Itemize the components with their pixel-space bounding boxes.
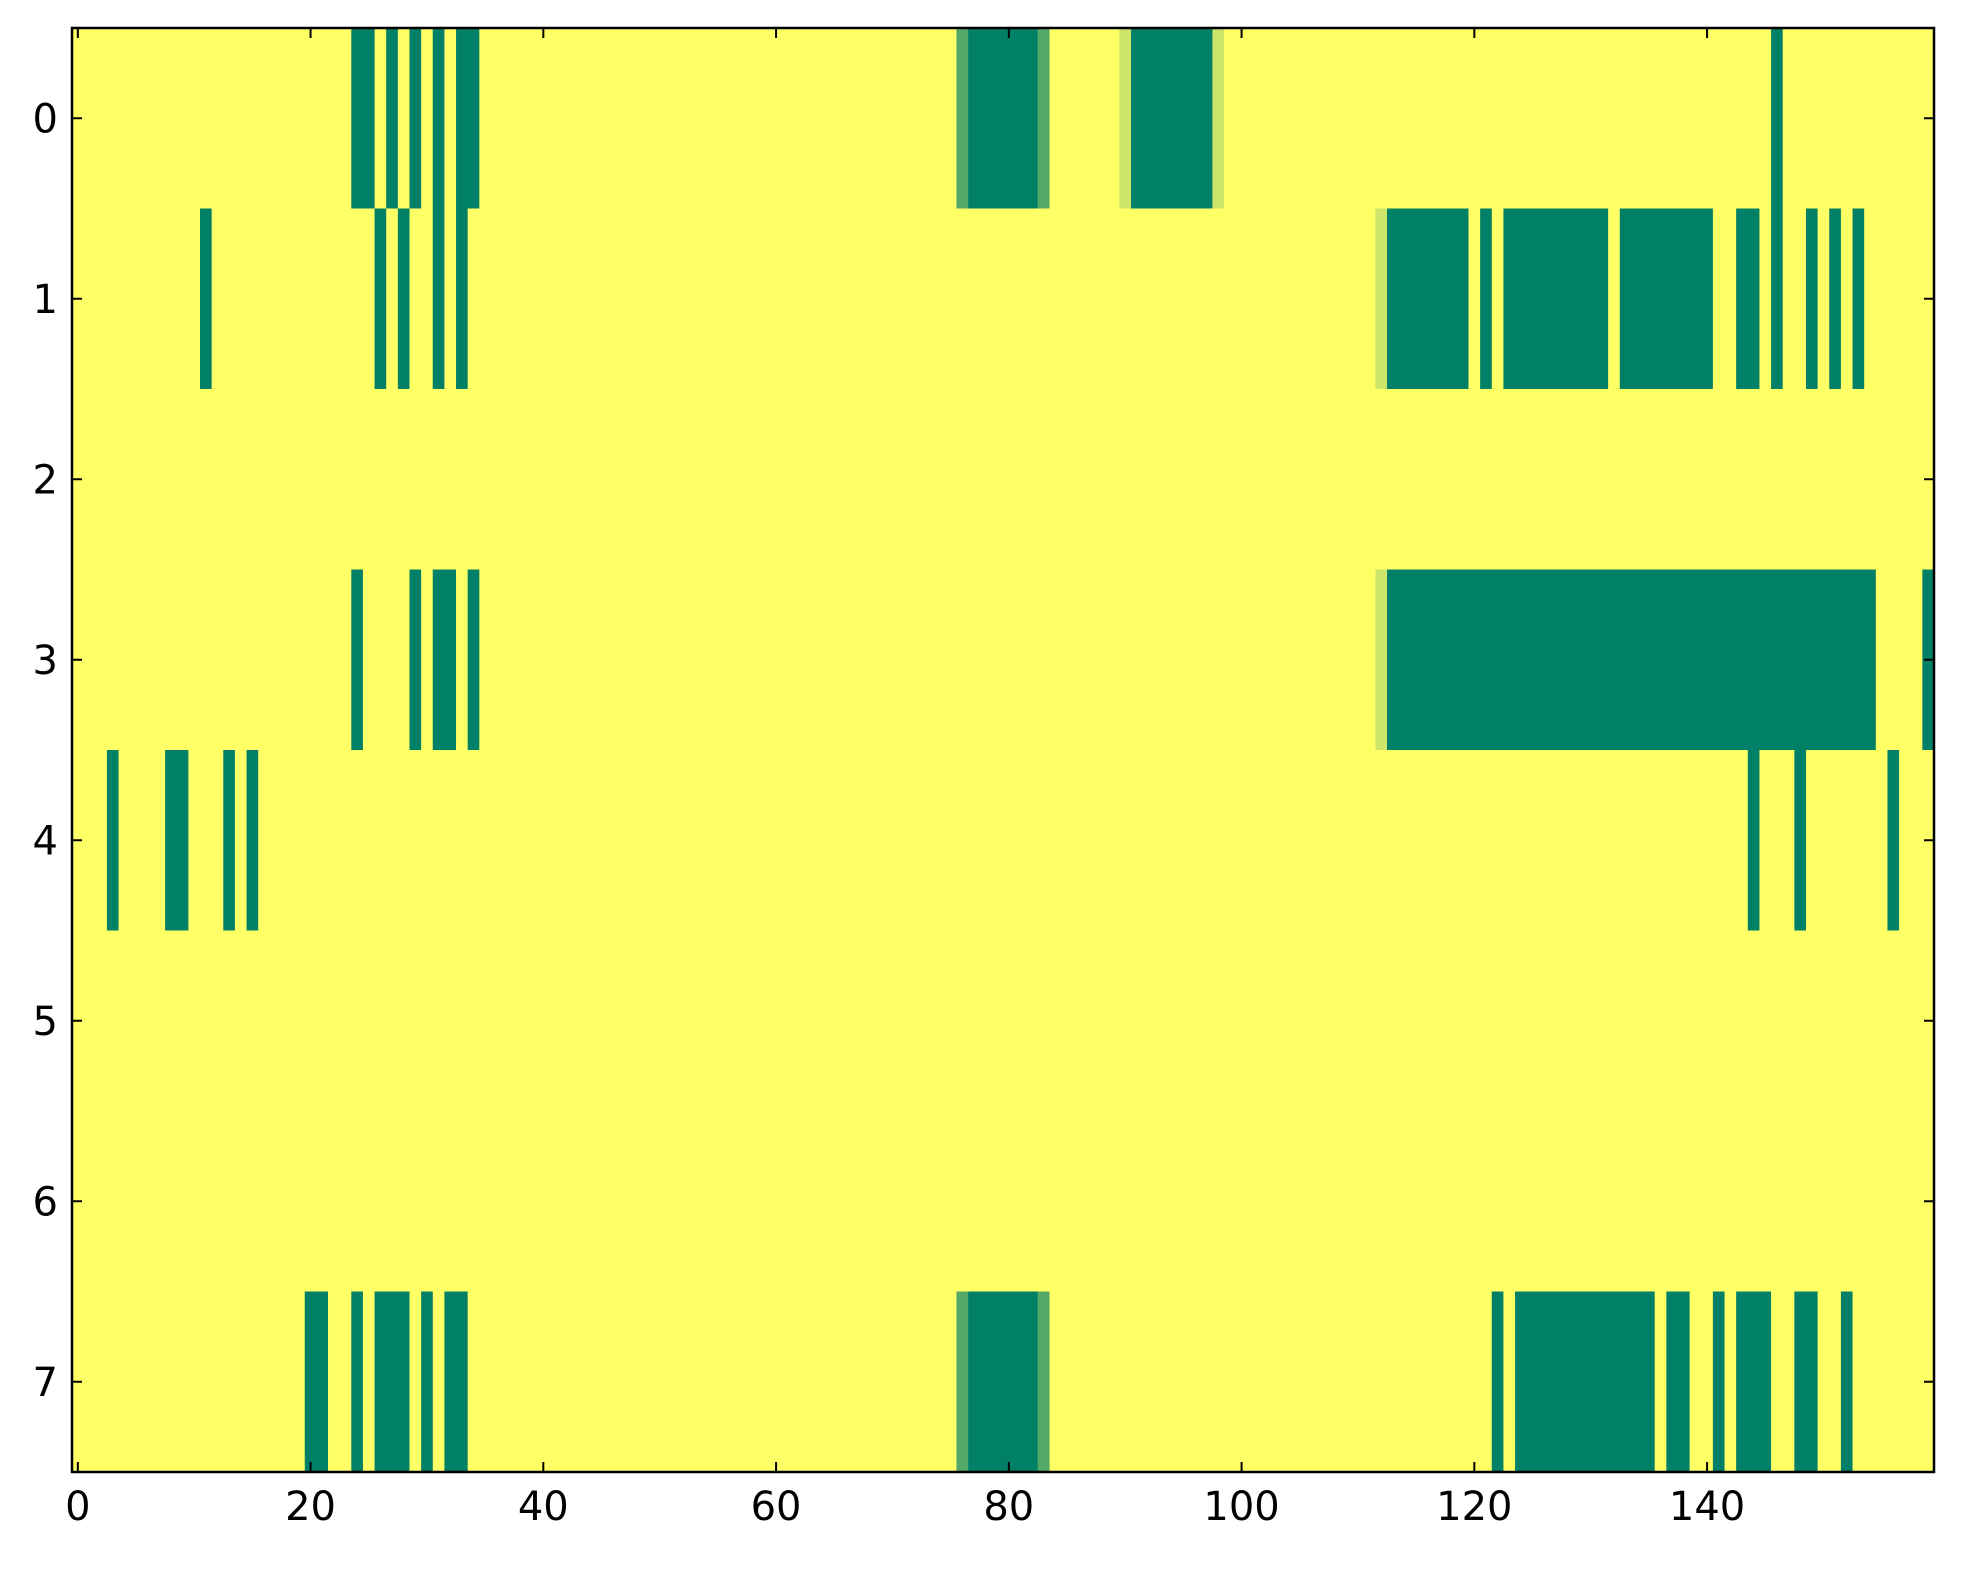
heatmap-cell-row0-77 [968, 28, 1038, 209]
heatmap-cell-row3-34 [467, 569, 480, 750]
heatmap-cell-row7-83 [1037, 1291, 1050, 1472]
heatmap-cell-row1-33 [456, 208, 468, 389]
y-tick-label: 4 [33, 818, 58, 864]
heatmap-cell-row1-11 [200, 208, 212, 389]
heatmap-cell-row1-31 [432, 208, 445, 389]
heatmap-cell-row0-27 [386, 28, 398, 209]
heatmap-cell-row0-76 [956, 28, 969, 209]
y-tick-label: 5 [33, 999, 58, 1045]
heatmap-cell-row4-148 [1794, 750, 1806, 931]
heatmap-cell-row7-152 [1840, 1291, 1853, 1472]
heatmap-cell-row7-30 [421, 1291, 433, 1472]
heatmap-cell-row0-98 [1212, 28, 1225, 209]
heatmap-cell-row1-113 [1387, 208, 1469, 389]
heatmap-cell-row1-143 [1736, 208, 1760, 389]
x-tick-label: 140 [1669, 1484, 1745, 1530]
x-tick-label: 80 [983, 1484, 1034, 1530]
x-tick-label: 40 [518, 1484, 569, 1530]
y-tick-label: 1 [33, 277, 58, 323]
heatmap-cell-row3-24 [351, 569, 363, 750]
heatmap-cell-row0-90 [1119, 28, 1132, 209]
y-tick-label: 3 [33, 638, 58, 684]
heatmap-cell-row7-24 [351, 1291, 363, 1472]
x-tick-label: 0 [65, 1484, 90, 1530]
heatmap-cell-row3-29 [409, 569, 422, 750]
heatmap-cell-row0-29 [409, 28, 422, 209]
heatmap-cell-row7-20 [304, 1291, 329, 1472]
x-tick-labels: 0 20 40 60 80 100 120 140 [65, 1484, 1745, 1530]
heatmap-cell-row3-113 [1387, 569, 1876, 750]
heatmap-cell-row1-146 [1771, 208, 1783, 389]
heatmap-cell-row0-146 [1771, 28, 1783, 209]
plot-frame [70, 26, 1936, 1474]
heatmap-cell-row1-149 [1805, 208, 1818, 389]
heatmap-cell-row0-33 [456, 28, 480, 209]
heatmap-cell-row1-28 [397, 208, 410, 389]
heatmap-cell-row0-31 [432, 28, 445, 209]
heatmap-cell-row4-15 [246, 750, 259, 931]
heatmap-cell-row7-32 [444, 1291, 468, 1472]
heatmap-cells [106, 28, 1934, 1472]
heatmap-cell-row3-112 [1375, 569, 1388, 750]
heatmap-cell-row7-137 [1666, 1291, 1690, 1472]
y-tick-label: 7 [33, 1360, 58, 1406]
y-tick-label: 0 [33, 96, 58, 142]
x-tick-label: 100 [1203, 1484, 1279, 1530]
heatmap-cell-row1-123 [1503, 208, 1609, 389]
heatmap-cell-row1-153 [1852, 208, 1865, 389]
x-tick-label: 60 [751, 1484, 802, 1530]
heatmap-cell-row0-24 [351, 28, 375, 209]
heatmap-cell-row4-144 [1747, 750, 1760, 931]
heatmap-cell-row7-143 [1736, 1291, 1772, 1472]
heatmap-cell-row7-124 [1515, 1291, 1655, 1472]
heatmap-cell-row1-121 [1480, 208, 1492, 389]
heatmap-cell-row7-26 [374, 1291, 410, 1472]
heatmap-cell-row1-133 [1619, 208, 1713, 389]
x-tick-label: 20 [285, 1484, 336, 1530]
heatmap-cell-row7-76 [956, 1291, 969, 1472]
heatmap-cell-row7-122 [1491, 1291, 1504, 1472]
heatmap-cell-row7-148 [1794, 1291, 1818, 1472]
heatmap-cell-row1-26 [374, 208, 387, 389]
heatmap-cell-row3-31 [432, 569, 457, 750]
heatmap-cell-row4-3 [106, 750, 119, 931]
heatmap-cell-row7-77 [968, 1291, 1038, 1472]
heatmap-cell-row1-112 [1375, 208, 1388, 389]
heatmap-cell-row4-8 [165, 750, 189, 931]
heatmap-cell-row4-156 [1887, 750, 1900, 931]
y-tick-label: 2 [33, 457, 58, 503]
heatmap-cell-row1-151 [1829, 208, 1841, 389]
heatmap-cell-row7-141 [1712, 1291, 1725, 1472]
heatmap-cell-row0-91 [1131, 28, 1213, 209]
heatmap-cell-row0-83 [1037, 28, 1050, 209]
y-tick-labels: 0 1 2 3 4 5 6 7 [33, 96, 58, 1406]
x-tick-label: 120 [1436, 1484, 1512, 1530]
heatmap-cell-row4-13 [223, 750, 235, 931]
y-tick-label: 6 [33, 1179, 58, 1225]
axis-ticks [72, 28, 1934, 1472]
